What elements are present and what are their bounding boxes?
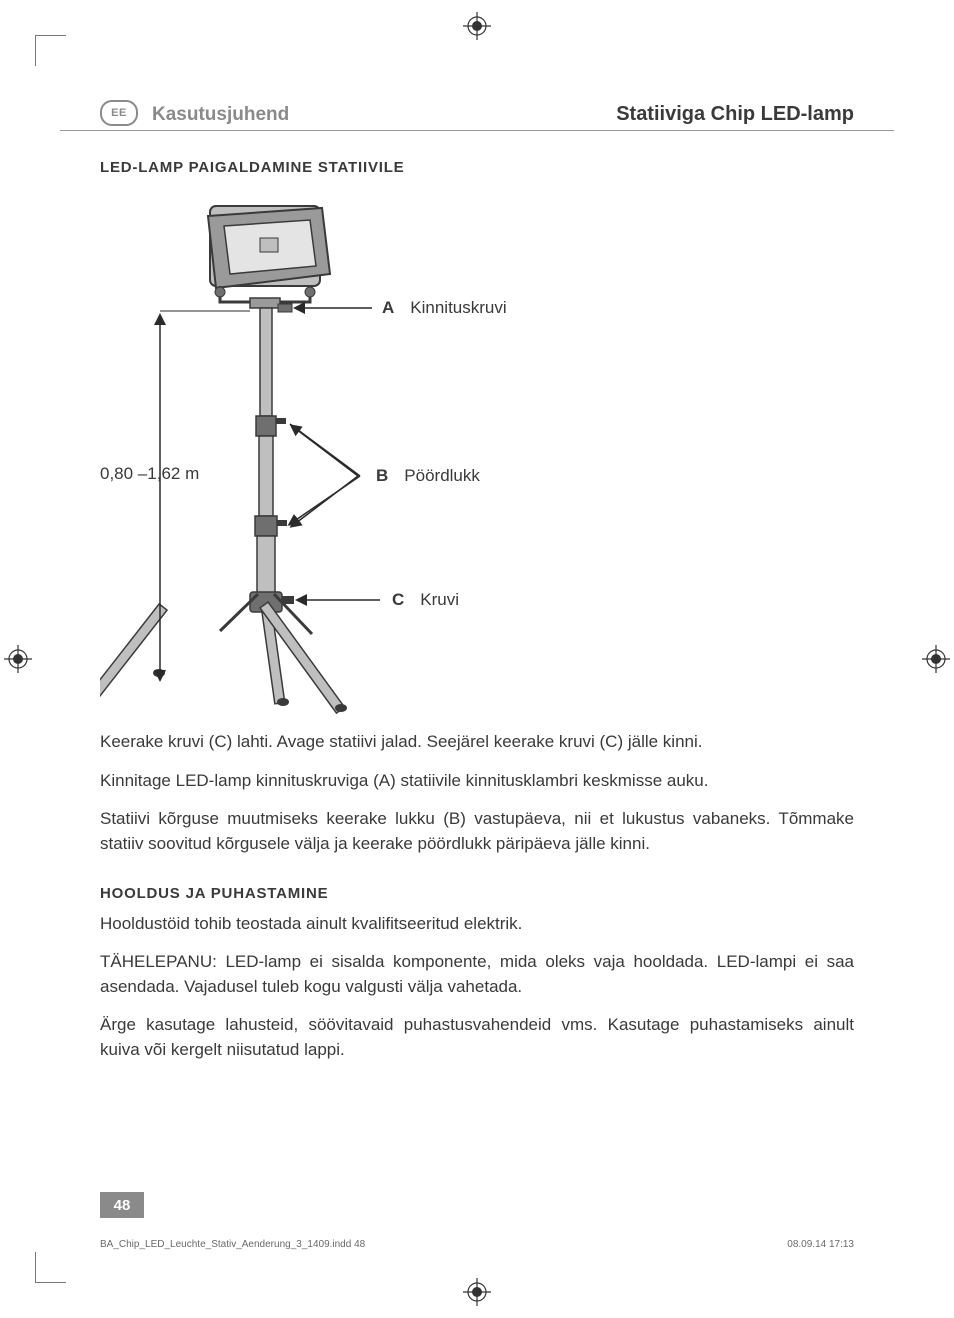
body-paragraph: Ärge kasutage lahusteid, söövitavaid puh… xyxy=(100,1013,854,1062)
lamp-head-icon xyxy=(208,206,330,312)
footer-timestamp: 08.09.14 17:13 xyxy=(787,1239,854,1250)
callout-text: Kruvi xyxy=(420,590,459,609)
section-heading: HOOLDUS JA PUHASTAMINE xyxy=(100,885,854,902)
callout-text: Kinnituskruvi xyxy=(410,298,506,317)
lamp-tripod-diagram: 0,80 –1,62 m A Kinnituskruvi B Pöördlukk C… xyxy=(100,186,560,716)
registration-mark xyxy=(463,1278,491,1306)
callout-letter: C xyxy=(392,590,404,609)
body-paragraph: TÄHELEPANU: LED-lamp ei sisalda komponen… xyxy=(100,950,854,999)
callout-letter: A xyxy=(382,298,394,317)
registration-mark xyxy=(922,645,950,673)
height-dimension-icon xyxy=(160,311,250,676)
callout-c: C Kruvi xyxy=(392,590,459,610)
page-number: 48 xyxy=(100,1192,144,1218)
print-footer: BA_Chip_LED_Leuchte_Stativ_Aenderung_3_1… xyxy=(100,1239,854,1250)
footer-file: BA_Chip_LED_Leuchte_Stativ_Aenderung_3_1… xyxy=(100,1239,365,1250)
header-left-title: Kasutusjuhend xyxy=(152,104,289,126)
tripod-legs-icon xyxy=(100,602,347,713)
callout-b: B Pöördlukk xyxy=(376,466,480,486)
body-paragraph: Kinnitage LED-lamp kinnituskruviga (A) s… xyxy=(100,769,854,794)
callout-text: Pöördlukk xyxy=(404,466,480,485)
telescopic-pole-icon xyxy=(255,308,287,596)
language-badge: EE xyxy=(100,100,138,126)
registration-mark xyxy=(4,645,32,673)
section-heading: LED-LAMP PAIGALDAMINE STATIIVILE xyxy=(100,159,854,176)
body-paragraph: Statiivi kõrguse muutmiseks keerake lukk… xyxy=(100,807,854,856)
callout-a: A Kinnituskruvi xyxy=(382,298,507,318)
body-paragraph: Keerake kruvi (C) lahti. Avage statiivi … xyxy=(100,730,854,755)
page-header: EE Kasutusjuhend Statiiviga Chip LED-lam… xyxy=(60,100,894,131)
callout-letter: B xyxy=(376,466,388,485)
registration-mark xyxy=(463,12,491,40)
callout-arrow-b xyxy=(290,424,360,524)
badge-text: EE xyxy=(111,107,127,119)
header-right-title: Statiiviga Chip LED-lamp xyxy=(616,103,854,126)
body-paragraph: Hooldustöid tohib teostada ainult kvalif… xyxy=(100,912,854,937)
height-range-label: 0,80 –1,62 m xyxy=(100,464,199,484)
